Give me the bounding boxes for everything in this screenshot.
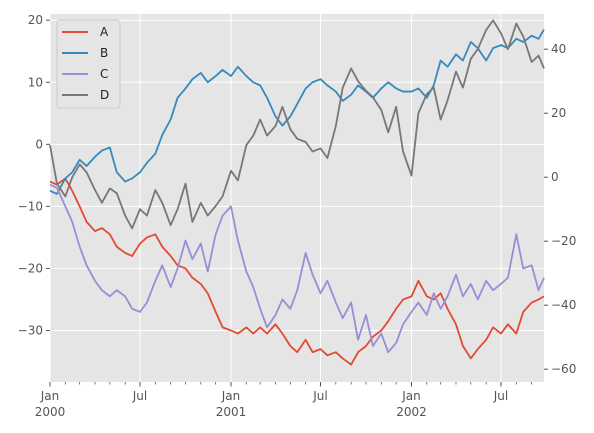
legend-label-C: C: [100, 67, 108, 81]
series-line-A: [49, 177, 545, 366]
series-line-D: [49, 19, 545, 230]
y-right-tick-label: 20: [551, 106, 566, 120]
x-tick-label: Jan: [221, 389, 241, 403]
y-left-tick-label: −10: [18, 199, 43, 213]
series-line-C: [49, 183, 545, 354]
y-right-tick-label: 40: [551, 42, 566, 56]
x-tick-label: Jan: [40, 389, 60, 403]
x-tick-label: Jul: [312, 389, 327, 403]
y-right-tick-label: −60: [551, 362, 576, 376]
x-tick-label: Jan: [401, 389, 421, 403]
x-tick-year-label: 2002: [396, 405, 427, 419]
y-left-tick-label: 0: [35, 137, 43, 151]
x-tick-year-label: 2000: [35, 405, 66, 419]
y-left-tick-label: −20: [18, 261, 43, 275]
plot-area: [50, 14, 544, 382]
legend-label-D: D: [100, 88, 109, 102]
series-lines: [49, 19, 545, 366]
x-axis: Jan 2000 Jul Jan 2001 Jul Jan 2002 Jul: [35, 382, 533, 419]
grid-lines: [49, 14, 544, 382]
x-tick-label: Jul: [493, 389, 508, 403]
legend-label-A: A: [100, 25, 109, 39]
y-left-tick-label: −30: [18, 323, 43, 337]
x-tick-label: Jul: [132, 389, 147, 403]
y-right-tick-label: 0: [551, 170, 559, 184]
legend-frame: [56, 19, 121, 109]
y-right-tick-label: −20: [551, 234, 576, 248]
y-left-tick-label: 20: [28, 13, 43, 27]
y-axis-left: 20 10 0 −10 −20 −30: [18, 13, 50, 337]
y-right-tick-label: −40: [551, 298, 576, 312]
y-left-tick-label: 10: [28, 75, 43, 89]
x-tick-year-label: 2001: [216, 405, 247, 419]
y-axis-right: 40 20 0 −20 −40 −60: [544, 42, 576, 376]
series-line-B: [49, 29, 545, 195]
legend-label-B: B: [100, 46, 108, 60]
